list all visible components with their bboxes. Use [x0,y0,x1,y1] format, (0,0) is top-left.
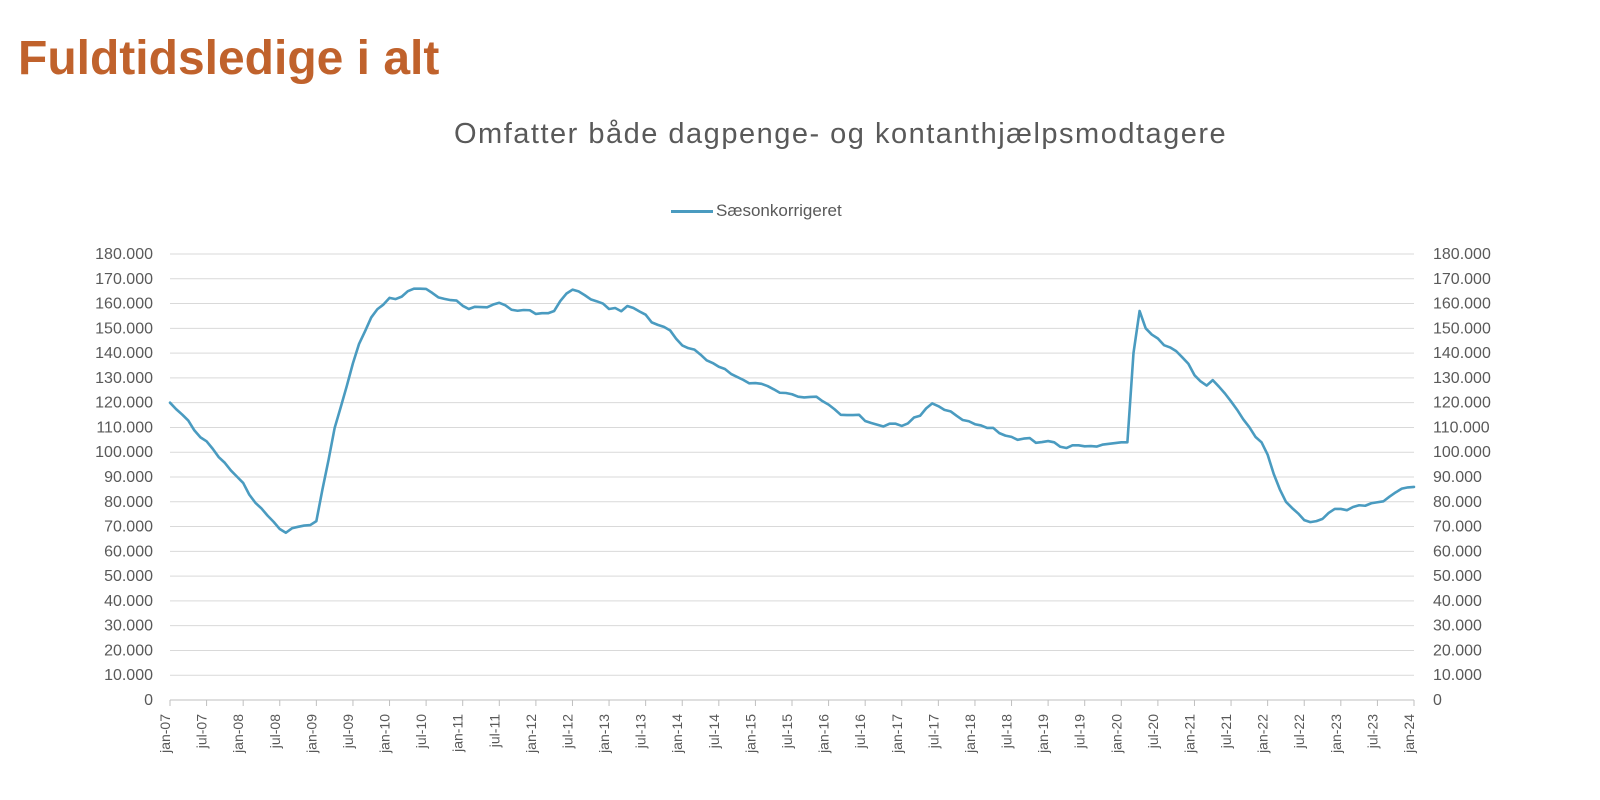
svg-text:10.000: 10.000 [1433,667,1482,684]
svg-text:jul-21: jul-21 [1218,714,1234,749]
svg-text:jul-19: jul-19 [1072,714,1088,749]
svg-text:40.000: 40.000 [1433,593,1482,610]
svg-text:0: 0 [1433,692,1442,709]
svg-text:jul-17: jul-17 [925,714,941,749]
svg-text:jan-13: jan-13 [596,714,612,754]
svg-text:jan-21: jan-21 [1181,714,1197,754]
svg-text:90.000: 90.000 [104,469,153,486]
svg-text:140.000: 140.000 [1433,345,1491,362]
svg-text:jan-16: jan-16 [816,714,832,754]
svg-text:jan-09: jan-09 [303,714,319,754]
svg-text:jul-10: jul-10 [413,714,429,749]
svg-text:jul-13: jul-13 [633,714,649,749]
svg-text:jul-23: jul-23 [1364,714,1380,749]
svg-text:jan-17: jan-17 [889,714,905,754]
svg-text:jan-14: jan-14 [669,714,685,754]
svg-text:jul-15: jul-15 [779,714,795,749]
svg-text:jul-16: jul-16 [852,714,868,749]
svg-text:160.000: 160.000 [95,296,153,313]
svg-text:20.000: 20.000 [1433,642,1482,659]
svg-text:jul-20: jul-20 [1145,714,1161,749]
svg-text:80.000: 80.000 [1433,494,1482,511]
svg-text:jul-18: jul-18 [999,714,1015,749]
svg-text:40.000: 40.000 [104,593,153,610]
svg-text:170.000: 170.000 [95,271,153,288]
svg-text:jan-23: jan-23 [1328,714,1344,754]
svg-text:jan-11: jan-11 [450,714,466,753]
svg-text:120.000: 120.000 [95,395,153,412]
svg-text:jul-22: jul-22 [1291,714,1307,749]
svg-text:jul-11: jul-11 [486,714,502,748]
svg-text:30.000: 30.000 [1433,618,1482,635]
svg-text:jan-18: jan-18 [962,714,978,754]
svg-text:60.000: 60.000 [1433,543,1482,560]
svg-text:110.000: 110.000 [1433,419,1490,436]
svg-text:70.000: 70.000 [1433,519,1482,536]
svg-text:30.000: 30.000 [104,618,153,635]
svg-text:jan-10: jan-10 [377,714,393,754]
svg-text:jan-07: jan-07 [157,714,173,754]
svg-text:60.000: 60.000 [104,543,153,560]
svg-text:90.000: 90.000 [1433,469,1482,486]
svg-text:jan-12: jan-12 [523,714,539,754]
svg-text:110.000: 110.000 [96,419,153,436]
svg-text:100.000: 100.000 [95,444,153,461]
svg-text:jul-12: jul-12 [559,714,575,749]
svg-text:80.000: 80.000 [104,494,153,511]
svg-text:140.000: 140.000 [95,345,153,362]
svg-text:jan-20: jan-20 [1108,714,1124,754]
svg-text:100.000: 100.000 [1433,444,1491,461]
svg-text:jul-07: jul-07 [194,714,210,749]
svg-text:jul-14: jul-14 [706,714,722,749]
svg-text:jul-08: jul-08 [267,714,283,749]
svg-text:jan-08: jan-08 [230,714,246,754]
svg-text:50.000: 50.000 [104,568,153,585]
svg-text:20.000: 20.000 [104,642,153,659]
svg-text:10.000: 10.000 [104,667,153,684]
svg-text:180.000: 180.000 [95,246,153,263]
svg-text:jul-09: jul-09 [340,714,356,749]
svg-text:160.000: 160.000 [1433,296,1491,313]
svg-text:jan-19: jan-19 [1035,714,1051,754]
svg-text:150.000: 150.000 [1433,320,1491,337]
svg-text:0: 0 [144,692,153,709]
svg-text:150.000: 150.000 [95,320,153,337]
svg-text:jan-15: jan-15 [742,714,758,754]
svg-text:130.000: 130.000 [1433,370,1491,387]
svg-text:jan-24: jan-24 [1401,714,1417,754]
svg-text:70.000: 70.000 [104,519,153,536]
svg-text:120.000: 120.000 [1433,395,1491,412]
svg-text:130.000: 130.000 [95,370,153,387]
svg-text:180.000: 180.000 [1433,246,1491,263]
svg-text:jan-22: jan-22 [1255,714,1271,754]
svg-text:50.000: 50.000 [1433,568,1482,585]
svg-text:170.000: 170.000 [1433,271,1491,288]
